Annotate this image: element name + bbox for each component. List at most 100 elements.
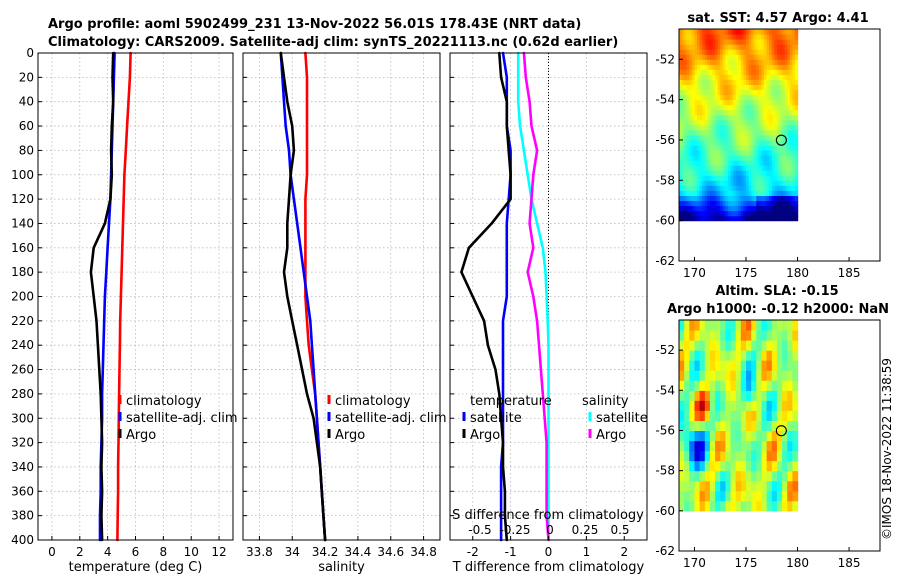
sla_map-cell	[699, 360, 706, 371]
sst_map-cell	[722, 59, 726, 65]
sst_map-cell	[761, 94, 765, 101]
sst_map-cell	[792, 89, 796, 96]
sst_map-cell	[789, 84, 793, 91]
sla_map-cell	[776, 480, 783, 492]
sla_map-cell	[725, 500, 732, 512]
sst_map-cell	[717, 49, 721, 55]
sst_map-cell	[743, 84, 747, 91]
sst_map-cell	[702, 44, 706, 50]
sst_map-cell	[784, 109, 788, 116]
sst_map-cell	[707, 195, 711, 201]
sst_map-cell	[709, 74, 714, 80]
sla_map-cell	[684, 460, 690, 472]
sst_map-cell	[733, 89, 737, 96]
sst_map-cell	[697, 175, 701, 181]
sst_map-cell	[789, 29, 793, 35]
sst_map-cell	[784, 129, 788, 136]
sst_map-cell	[733, 109, 737, 116]
sst_map-cell	[748, 190, 752, 196]
sla_map-cell	[782, 370, 788, 381]
sst_map-cell	[789, 205, 793, 212]
sst_map-cell	[787, 200, 791, 207]
sst_map-cell	[746, 44, 750, 50]
sst_map-cell	[795, 190, 799, 196]
sst_map-cell	[743, 119, 747, 126]
sst_map-cell	[782, 210, 786, 217]
sla_map-cell	[689, 350, 696, 361]
sst_map-cell	[795, 205, 799, 212]
sst_map-cell	[684, 69, 688, 75]
sst_map-cell	[746, 29, 750, 35]
sst_map-cell	[735, 74, 739, 80]
sla_map-cell	[776, 350, 783, 361]
sst_map-cell	[776, 190, 781, 196]
sst_map-cell	[684, 89, 688, 96]
sst_map-cell	[725, 79, 729, 85]
sst_map-cell	[686, 150, 690, 156]
sst_map-cell	[684, 29, 688, 35]
sst_map-cell	[704, 59, 708, 65]
sst_map-cell	[702, 29, 706, 35]
sst_map-cell	[761, 190, 765, 196]
sst_map-cell	[689, 165, 693, 171]
sst_map-cell	[787, 210, 791, 217]
sla_map-cell	[704, 480, 711, 492]
sst_map-cell	[707, 155, 711, 161]
sst_map-cell	[738, 145, 742, 151]
sst_map-cell	[789, 165, 793, 171]
sst_map-cell	[715, 94, 719, 101]
sst_map-cell	[691, 79, 696, 85]
sst_map-cell	[792, 54, 796, 60]
sst_map-cell	[774, 185, 778, 191]
sst_map-cell	[679, 124, 683, 131]
sla_map-cell	[735, 380, 742, 391]
sst_map-cell	[709, 180, 714, 186]
sst_map-cell	[702, 200, 706, 207]
sst_map-cell	[789, 119, 793, 126]
sst_map-cell	[784, 64, 788, 70]
sla_map-cell	[735, 320, 742, 331]
sst_map-cell	[746, 180, 750, 186]
sla_map-cell	[761, 430, 768, 442]
sla_map-cell	[684, 480, 690, 492]
sla_map-cell	[720, 330, 726, 341]
sst_map-cell	[691, 29, 696, 35]
sst_map-cell	[751, 29, 755, 35]
sst_map-cell	[699, 165, 703, 171]
sla_map-cell	[679, 330, 685, 341]
sla_map-cell	[792, 410, 799, 421]
sst_map-cell	[758, 160, 763, 166]
sst_map-cell	[730, 29, 734, 35]
sst_map-cell	[735, 94, 739, 101]
imos-credit: ©IMOS 18-Nov-2022 11:38:59	[880, 358, 894, 540]
sla_map-cell	[766, 390, 773, 401]
sst_map-cell	[771, 205, 775, 212]
sst_map-cell	[712, 175, 716, 181]
sst_map-cell	[748, 89, 752, 96]
sst_map-cell	[679, 109, 683, 116]
sst_map-cell	[684, 114, 688, 121]
sst_map-cell	[702, 49, 706, 55]
sla_map-cell	[720, 420, 726, 431]
sst_map-cell	[686, 210, 690, 217]
sst_map-cell	[771, 59, 775, 65]
sla_map-cell	[699, 430, 706, 442]
sst_map-cell	[686, 145, 690, 151]
temperature-ytick-label: 240	[11, 338, 34, 352]
sst_map-cell	[758, 150, 763, 156]
salinity-xtick-label: 34.8	[410, 545, 437, 559]
sst_map-cell	[782, 34, 786, 40]
sst_map-cell	[715, 175, 719, 181]
sst_map-cell	[733, 119, 737, 126]
sst_map-cell	[795, 49, 799, 55]
sst_map-cell	[735, 175, 739, 181]
sla_map-cell	[709, 340, 716, 351]
sst_map-cell	[782, 175, 786, 181]
sst_map-cell	[738, 34, 742, 40]
sst_map-cell	[694, 215, 698, 222]
sst_map-cell	[748, 69, 752, 75]
sst_map-cell	[769, 170, 773, 176]
salinity-xlabel: salinity	[318, 560, 365, 575]
sst_map-cell	[730, 175, 734, 181]
sst_map-cell	[779, 74, 783, 80]
